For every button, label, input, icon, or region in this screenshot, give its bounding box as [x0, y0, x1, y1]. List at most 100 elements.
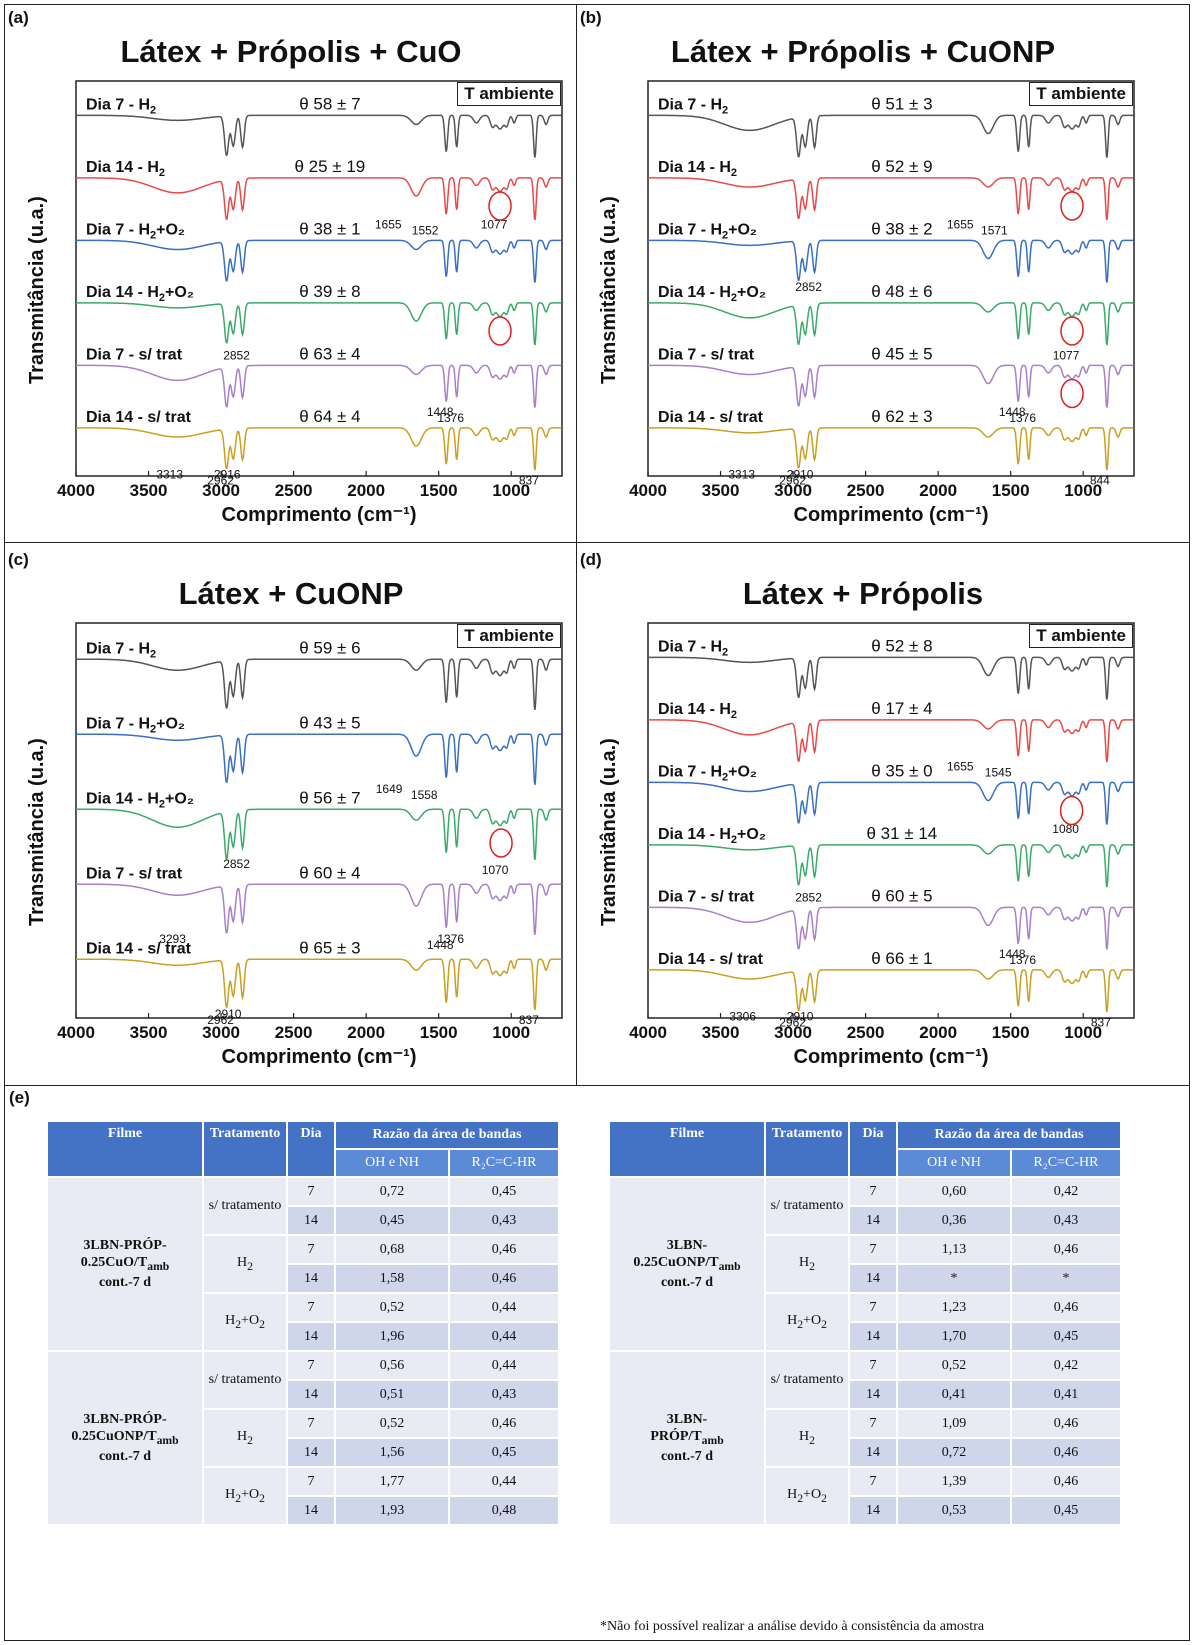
day-cell: 7 — [288, 1294, 334, 1321]
treatment-cell: H2 — [204, 1236, 286, 1292]
day-cell: 14 — [850, 1207, 896, 1234]
series-label: Dia 7 - s/ trat — [86, 865, 183, 882]
treatment-cell: s/ tratamento — [766, 1352, 848, 1408]
peak-annotation: 1655 — [947, 218, 974, 232]
contact-angle: θ 38 ± 2 — [871, 219, 932, 238]
r2c-cell: 0,46 — [1012, 1468, 1120, 1495]
peak-annotation: 1376 — [1009, 953, 1036, 967]
peak-annotation: 1552 — [412, 224, 439, 238]
oh-nh-cell: 0,36 — [898, 1207, 1010, 1234]
peak-annotation: 837 — [519, 1013, 539, 1027]
table-row: 3LBN-PRÓP- 0.25CuO/Tamb cont.-7 d s/ tratam… — [48, 1178, 558, 1350]
treatment-cell: H2 — [204, 1410, 286, 1466]
series-label: Dia 14 - H2 — [86, 159, 165, 179]
peak-annotation: 1571 — [981, 224, 1008, 238]
series-line — [76, 239, 562, 283]
series-line — [648, 427, 1134, 471]
day-cell: 7 — [850, 1178, 896, 1205]
panel-title: Látex + Própolis + CuONP — [670, 34, 1056, 69]
x-axis-label: Comprimento (cm⁻¹) — [793, 1046, 989, 1068]
peak-annotation: 2962 — [779, 1016, 806, 1030]
x-axis-label: Comprimento (cm⁻¹) — [221, 1046, 417, 1068]
highlight-circle — [489, 828, 513, 858]
y-axis-label: Transmitância (u.a.) — [598, 195, 620, 384]
header-razao: Razão da área de bandas — [336, 1122, 558, 1148]
temperature-badge: T ambiente — [457, 82, 561, 106]
series-line — [76, 958, 562, 1010]
table-row: H2 7 1,09 0,46 — [610, 1410, 1120, 1466]
highlight-circle — [1060, 191, 1084, 221]
x-tick-label: 1000 — [1064, 481, 1102, 500]
series-line — [76, 302, 562, 346]
oh-nh-cell: 1,13 — [898, 1236, 1010, 1263]
spectrum-panel-c: (c) Látex + CuONP Dia 7 - H2 θ 59 ± 6 Dia 7 … — [6, 548, 576, 1083]
r2c-cell: 0,48 — [450, 1497, 558, 1524]
film-cell: 3LBN-PRÓP- 0.25CuONP/Tamb cont.-7 d — [48, 1352, 202, 1524]
header-razao: Razão da área de bandas — [898, 1122, 1120, 1148]
series-label: Dia 14 - H2+O₂ — [658, 284, 766, 304]
peak-annotation: 2852 — [795, 891, 822, 905]
treatment-cell: H2+O2 — [766, 1468, 848, 1524]
day-cell: 14 — [288, 1207, 334, 1234]
y-axis-label: Transmitância (u.a.) — [598, 737, 620, 926]
table-row: 14 0,45 0,43 — [48, 1207, 558, 1234]
series-label: Dia 14 - H2+O₂ — [658, 826, 766, 846]
oh-nh-cell: 0,53 — [898, 1497, 1010, 1524]
r2c-cell: 0,42 — [1012, 1178, 1120, 1205]
highlight-circle — [1060, 316, 1084, 346]
table-row: H2+O2 7 1,23 0,46 — [610, 1294, 1120, 1350]
oh-nh-cell: 0,45 — [336, 1207, 448, 1234]
contact-angle: θ 64 ± 4 — [299, 407, 360, 426]
film-cell: 3LBN-PRÓP- 0.25CuO/Tamb cont.-7 d — [48, 1178, 202, 1350]
series-line — [76, 177, 562, 221]
series-label: Dia 7 - s/ trat — [658, 888, 755, 905]
series-line — [648, 656, 1134, 700]
oh-nh-cell: 1,23 — [898, 1294, 1010, 1321]
day-cell: 14 — [288, 1265, 334, 1292]
r2c-cell: * — [1012, 1265, 1120, 1292]
x-tick-label: 1500 — [420, 481, 458, 500]
oh-nh-cell: 0,68 — [336, 1236, 448, 1263]
series-label: Dia 7 - s/ trat — [658, 346, 755, 363]
highlight-circle — [488, 316, 512, 346]
peak-annotation: 1077 — [1053, 349, 1080, 363]
peak-annotation: 2962 — [207, 1013, 234, 1027]
peak-annotation: 3313 — [728, 468, 755, 482]
series-label: Dia 7 - H2 — [658, 638, 728, 658]
header-filme: Filme — [610, 1122, 764, 1176]
peak-annotation: 2852 — [223, 857, 250, 871]
peak-annotation: 2910 — [215, 1007, 242, 1021]
table-row: 14 1,58 0,46 — [48, 1265, 558, 1292]
peak-annotation: 3293 — [159, 932, 186, 946]
header-oh-nh: OH e NH — [336, 1150, 448, 1176]
peak-annotation: 1545 — [985, 766, 1012, 780]
day-cell: 7 — [850, 1236, 896, 1263]
r2c-cell: 0,43 — [450, 1207, 558, 1234]
contact-angle: θ 60 ± 4 — [299, 863, 360, 882]
table-row: 14 1,70 0,45 — [610, 1323, 1120, 1350]
treatment-cell: H2 — [766, 1410, 848, 1466]
x-axis-label: Comprimento (cm⁻¹) — [793, 504, 989, 526]
table-row: 3LBN-PRÓP- 0.25CuONP/Tamb cont.-7 d s/ trat… — [48, 1352, 558, 1524]
treatment-cell: H2 — [766, 1236, 848, 1292]
day-cell: 14 — [850, 1439, 896, 1466]
day-cell: 14 — [288, 1497, 334, 1524]
series-label: Dia 14 - s/ trat — [86, 940, 192, 957]
oh-nh-cell: 1,70 — [898, 1323, 1010, 1350]
x-tick-label: 3000 — [202, 1023, 240, 1042]
contact-angle: θ 63 ± 4 — [299, 344, 360, 363]
spectrum-panel-b: (b) Látex + Própolis + CuONP Dia 7 - H2 θ 5… — [578, 6, 1148, 541]
r2c-cell: 0,41 — [1012, 1381, 1120, 1408]
day-cell: 14 — [288, 1381, 334, 1408]
peak-annotation: 1080 — [1052, 822, 1079, 836]
peak-annotation: 2916 — [214, 468, 241, 482]
r2c-cell: 0,45 — [1012, 1323, 1120, 1350]
table-panel-label: (e) — [9, 1088, 30, 1107]
table-row: 14 0,53 0,45 — [610, 1497, 1120, 1524]
day-cell: 7 — [288, 1468, 334, 1495]
r2c-cell: 0,46 — [450, 1410, 558, 1437]
contact-angle: θ 35 ± 0 — [871, 761, 932, 780]
panel-title: Látex + Própolis + CuO — [120, 34, 462, 69]
series-line — [76, 733, 562, 785]
x-tick-label: 1500 — [420, 1023, 458, 1042]
